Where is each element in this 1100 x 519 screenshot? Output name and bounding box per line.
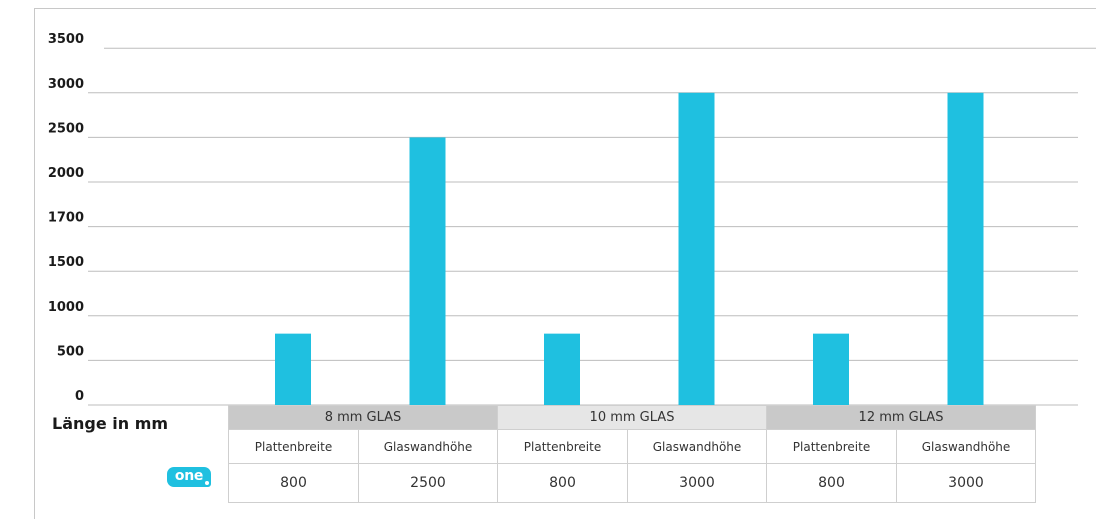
chart-frame (34, 8, 1096, 519)
bar (947, 92, 984, 406)
y-tick-label: 2000 (48, 166, 84, 181)
value-cell: 800 (228, 463, 359, 503)
value-cell: 3000 (896, 463, 1036, 503)
group-header: 10 mm GLAS (497, 405, 767, 430)
category-cell: Plattenbreite (766, 429, 897, 464)
y-tick-label: 500 (57, 344, 84, 359)
value-cell: 800 (766, 463, 897, 503)
bar (275, 333, 311, 405)
value-cell: 3000 (627, 463, 767, 503)
y-tick-label: 3500 (48, 32, 84, 47)
category-cell: Glaswandhöhe (896, 429, 1036, 464)
value-row: 800 2500 800 3000 800 3000 (228, 463, 1036, 503)
logo-text: one (174, 468, 204, 484)
bar (409, 137, 446, 405)
y-tick-label: 1500 (48, 255, 84, 270)
category-row: Plattenbreite Glaswandhöhe Plattenbreite… (228, 429, 1036, 464)
y-tick-label: 1000 (48, 300, 84, 315)
y-tick-label: 3000 (48, 77, 84, 92)
bar (813, 333, 849, 405)
category-cell: Glaswandhöhe (627, 429, 767, 464)
category-cell: Glaswandhöhe (358, 429, 498, 464)
value-cell: 800 (497, 463, 628, 503)
y-axis-label: Länge in mm (52, 414, 169, 433)
group-header-row: 8 mm GLAS 10 mm GLAS 12 mm GLAS (228, 405, 1036, 430)
y-tick-label: 1700 (48, 211, 84, 226)
logo-dot (205, 481, 209, 485)
one-logo: one (167, 467, 211, 487)
category-cell: Plattenbreite (497, 429, 628, 464)
bar (678, 92, 715, 406)
group-header: 8 mm GLAS (228, 405, 498, 430)
data-table: 8 mm GLAS 10 mm GLAS 12 mm GLAS Plattenb… (228, 405, 1036, 503)
category-cell: Plattenbreite (228, 429, 359, 464)
group-header: 12 mm GLAS (766, 405, 1036, 430)
value-cell: 2500 (358, 463, 498, 503)
y-tick-label: 0 (75, 389, 84, 404)
bar (544, 333, 580, 405)
y-tick-label: 2500 (48, 121, 84, 136)
